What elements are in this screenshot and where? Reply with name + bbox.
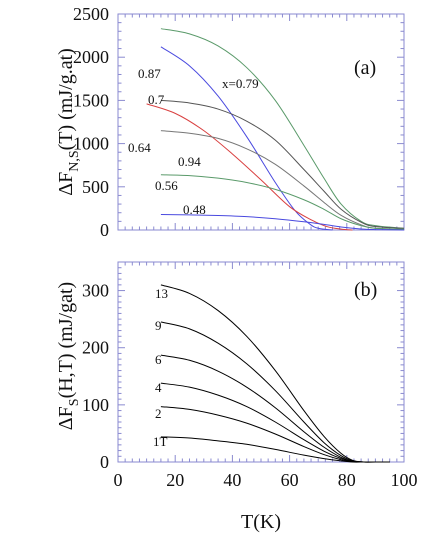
b-series-line-1 <box>160 321 390 463</box>
panel-a-ylabel-tail: (T) (mJ/g.at) <box>55 48 77 150</box>
b-series-annotation: 4 <box>155 380 162 395</box>
panel-b-ylabel-sub: S <box>67 398 82 406</box>
panel-b-ylabel-main: ΔF <box>55 406 77 430</box>
b-series-annotation: 13 <box>155 286 168 301</box>
panel-a-ylabel-main: ΔF <box>55 172 77 196</box>
b-series-line-5 <box>160 436 390 463</box>
b-ytick-label: 300 <box>82 281 109 301</box>
b-series-annotation: 6 <box>155 352 162 367</box>
b-ytick-label: 0 <box>100 452 109 472</box>
a-series-annotation: 0.7 <box>148 92 165 107</box>
b-series-line-4 <box>160 406 390 463</box>
a-series-annotation: 0.64 <box>128 140 151 155</box>
panel-a-frame <box>117 13 405 231</box>
b-series-line-3 <box>160 382 390 463</box>
panel-a-label: (a) <box>354 57 376 79</box>
b-xtick-label: 80 <box>338 470 356 490</box>
a-series-annotation: 0.87 <box>138 66 161 81</box>
b-xtick-label: 40 <box>223 470 241 490</box>
panel-b-ylabel: ΔFS(H,T) (mJ/gat) <box>55 282 82 430</box>
a-series-line-6 <box>160 213 405 231</box>
a-series-line-2 <box>160 99 405 229</box>
b-series-line-0 <box>160 284 390 463</box>
a-ytick-label: 500 <box>82 177 109 197</box>
panel-b-label: (b) <box>354 279 377 301</box>
panel-a-ylabel: ΔFN,S(T) (mJ/g.at) <box>55 48 82 196</box>
b-ytick-label: 100 <box>82 395 109 415</box>
b-xtick-label: 0 <box>114 470 123 490</box>
b-series-annotation: 1T <box>153 434 168 449</box>
b-xtick-label: 60 <box>281 470 299 490</box>
panel-a-ylabel-sub: N,S <box>67 150 82 171</box>
panel-a: 0 500 1000 1500 2000 2500 0.87 x=0.79 0.7 0.64 0.… <box>55 4 405 240</box>
panel-b: 0 100 200 300 0 20 40 60 80 100 13 9 6 4 2 1T (b) ΔFS(… <box>55 261 418 533</box>
a-series-line-1 <box>160 46 333 231</box>
a-ytick-label: 1000 <box>73 134 109 154</box>
a-ytick-label: 1500 <box>73 90 109 110</box>
b-series-annotation: 9 <box>155 318 162 333</box>
a-series-line-5 <box>160 174 405 230</box>
panel-b-ylabel-tail: (H,T) (mJ/gat) <box>55 282 77 399</box>
b-ytick-label: 200 <box>82 338 109 358</box>
b-xtick-label: 20 <box>166 470 184 490</box>
b-series-annotation: 2 <box>155 406 162 421</box>
a-ytick-label: 2000 <box>73 47 109 67</box>
a-series-line-3 <box>146 103 353 231</box>
a-series-annotation: 0.94 <box>178 154 201 169</box>
a-series-annotation: 0.48 <box>183 202 206 217</box>
b-xtick-label: 100 <box>391 470 418 490</box>
a-series-annotation: x=0.79 <box>222 76 259 91</box>
a-ytick-label: 0 <box>100 220 109 240</box>
a-ytick-label: 2500 <box>73 4 109 24</box>
a-series-annotation: 0.56 <box>155 178 178 193</box>
panel-b-xlabel: T(K) <box>241 511 281 533</box>
